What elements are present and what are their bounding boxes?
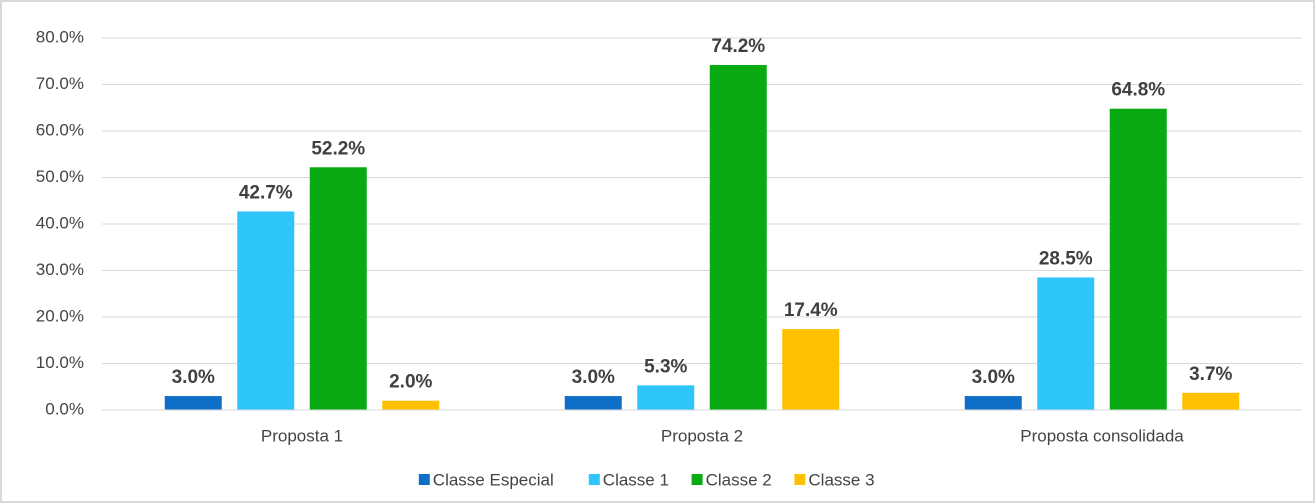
y-tick-label: 80.0% xyxy=(36,27,84,46)
bar xyxy=(564,396,622,410)
y-tick-label: 30.0% xyxy=(36,260,84,279)
value-label: 3.0% xyxy=(572,367,615,388)
value-label: 42.7% xyxy=(239,182,293,203)
bar xyxy=(637,385,695,410)
bar xyxy=(782,329,840,410)
value-label: 3.7% xyxy=(1189,364,1232,385)
bar xyxy=(1037,277,1095,410)
x-tick-label: Proposta consolidada xyxy=(1020,426,1184,445)
y-tick-label: 20.0% xyxy=(36,306,84,325)
y-tick-label: 70.0% xyxy=(36,74,84,93)
y-tick-label: 0.0% xyxy=(45,399,84,418)
bar xyxy=(1109,108,1167,411)
bar xyxy=(164,396,222,410)
legend-label: Classe 1 xyxy=(603,470,669,489)
legend-swatch xyxy=(691,474,703,485)
legend-swatch xyxy=(794,474,806,485)
value-label: 3.0% xyxy=(972,367,1015,388)
value-label: 74.2% xyxy=(711,36,765,57)
y-tick-label: 10.0% xyxy=(36,353,84,372)
value-label: 3.0% xyxy=(172,367,215,388)
value-label: 28.5% xyxy=(1039,248,1093,269)
bar xyxy=(709,64,767,410)
value-label: 5.3% xyxy=(644,356,687,377)
value-label: 17.4% xyxy=(784,300,838,321)
x-tick-label: Proposta 2 xyxy=(661,426,743,445)
value-label: 52.2% xyxy=(311,138,365,159)
legend-swatch xyxy=(588,474,600,485)
y-tick-label: 60.0% xyxy=(36,120,84,139)
bar xyxy=(1182,392,1240,410)
legend-label: Classe 2 xyxy=(706,470,772,489)
bar xyxy=(237,211,295,410)
y-tick-label: 40.0% xyxy=(36,213,84,232)
legend-swatch xyxy=(418,474,430,485)
value-label: 64.8% xyxy=(1111,80,1165,101)
y-tick-label: 50.0% xyxy=(36,167,84,186)
legend-label: Classe Especial xyxy=(433,470,554,489)
legend-label: Classe 3 xyxy=(808,470,874,489)
bar xyxy=(964,396,1022,410)
bar xyxy=(382,400,440,410)
value-label: 2.0% xyxy=(389,372,432,393)
bar xyxy=(309,167,367,410)
x-tick-label: Proposta 1 xyxy=(261,426,343,445)
